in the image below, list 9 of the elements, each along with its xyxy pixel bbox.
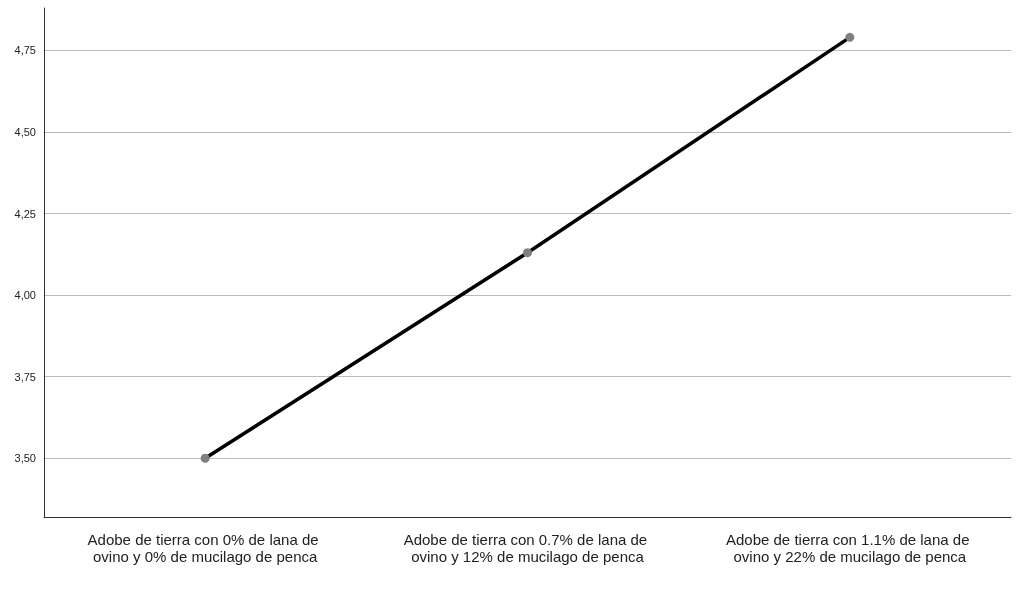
y-tick-label: 4,50	[14, 125, 36, 138]
y-tick-label: 3,75	[14, 370, 36, 383]
y-tick-label: 4,25	[14, 207, 36, 220]
y-tick-label: 4,75	[14, 44, 36, 57]
y-tick-label: 4,00	[14, 289, 36, 302]
x-tick-label: Adobe de tierra con 0% de lana de ovino y 0% de mucilago de penca	[87, 531, 323, 565]
x-tick-label: Adobe de tierra con 0.7% de lana de ovino y 12% de mucilago de penca	[403, 531, 652, 565]
y-tick-label: 3,50	[14, 452, 36, 465]
x-tick-label: Adobe de tierra con 1.1% de lana de ovino y 22% de mucilago de penca	[725, 531, 974, 565]
